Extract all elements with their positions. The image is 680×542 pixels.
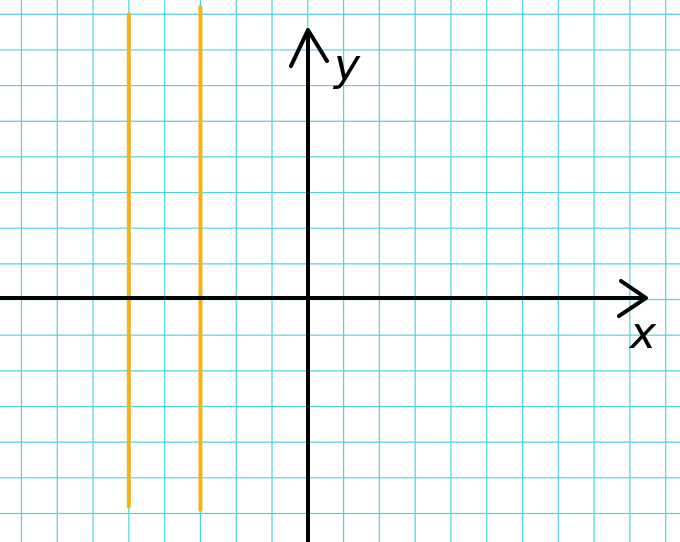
x-axis-arrowhead (617, 279, 648, 318)
y-axis-label: y (332, 40, 361, 91)
plot-lines (126, 5, 203, 512)
x-axis-label: x (628, 308, 657, 359)
axes: x y (0, 28, 657, 542)
y-axis-arrowhead (289, 28, 329, 68)
